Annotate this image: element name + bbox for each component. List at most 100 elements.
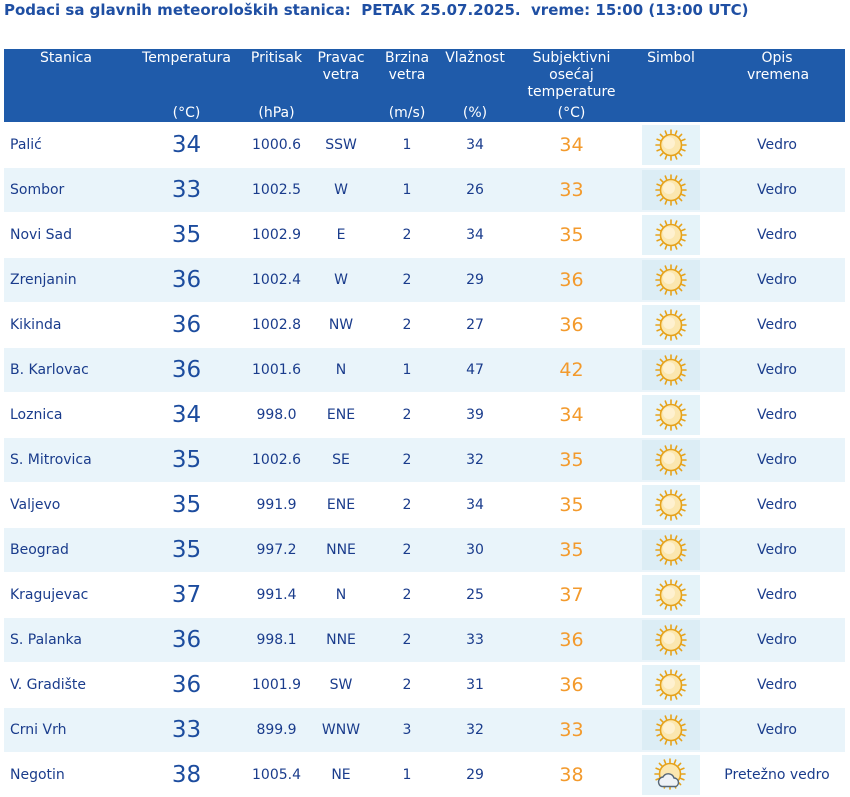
wind-direction-value: SW (308, 663, 374, 708)
temperature-value: 36 (128, 663, 245, 708)
page-title: Podaci sa glavnih meteoroloških stanica:… (4, 1, 748, 19)
feels-like-value: 36 (510, 663, 633, 708)
weather-description: Vedro (709, 303, 845, 348)
pressure-value: 998.0 (245, 393, 308, 438)
feels-like-value: 34 (510, 393, 633, 438)
pressure-value: 991.9 (245, 483, 308, 528)
header-wind-speed: Brzina vetra(m/s) (374, 49, 440, 123)
sun-icon (642, 395, 700, 435)
feels-like-value: 36 (510, 618, 633, 663)
wind-direction-value: NNE (308, 528, 374, 573)
weather-description: Pretežno vedro (709, 753, 845, 797)
weather-description: Vedro (709, 438, 845, 483)
wind-speed-value: 1 (374, 348, 440, 393)
pressure-value: 998.1 (245, 618, 308, 663)
humidity-value: 32 (440, 708, 510, 753)
pressure-value: 1005.4 (245, 753, 308, 797)
station-name: Kikinda (4, 303, 128, 348)
feels-like-value: 36 (510, 258, 633, 303)
temperature-value: 35 (128, 438, 245, 483)
wind-direction-value: NW (308, 303, 374, 348)
sun-cloud-icon (642, 755, 700, 795)
feels-like-value: 42 (510, 348, 633, 393)
table-row: Sombor 33 1002.5 W 1 26 33 Vedro (4, 168, 845, 213)
sun-icon (642, 620, 700, 660)
wind-speed-value: 2 (374, 438, 440, 483)
table-header-row: Stanica Temperatura(°C) Pritisak(hPa) Pr… (4, 49, 845, 123)
header-wind-direction: Pravac vetra (308, 49, 374, 123)
feels-like-value: 35 (510, 213, 633, 258)
humidity-value: 27 (440, 303, 510, 348)
table-row: Crni Vrh 33 899.9 WNW 3 32 33 Vedro (4, 708, 845, 753)
humidity-value: 26 (440, 168, 510, 213)
station-name: B. Karlovac (4, 348, 128, 393)
header-temperature: Temperatura(°C) (128, 49, 245, 123)
weather-description: Vedro (709, 258, 845, 303)
header-description: Opis vremena (709, 49, 845, 123)
weather-description: Vedro (709, 123, 845, 168)
pressure-value: 1001.6 (245, 348, 308, 393)
table-row: Zrenjanin 36 1002.4 W 2 29 36 Vedro (4, 258, 845, 303)
wind-direction-value: NNE (308, 618, 374, 663)
wind-direction-value: W (308, 168, 374, 213)
humidity-value: 29 (440, 753, 510, 797)
pressure-value: 1002.6 (245, 438, 308, 483)
temperature-value: 35 (128, 528, 245, 573)
temperature-value: 33 (128, 168, 245, 213)
wind-speed-value: 3 (374, 708, 440, 753)
table-row: Beograd 35 997.2 NNE 2 30 35 Vedro (4, 528, 845, 573)
station-name: S. Mitrovica (4, 438, 128, 483)
feels-like-value: 36 (510, 303, 633, 348)
feels-like-value: 35 (510, 483, 633, 528)
weather-description: Vedro (709, 618, 845, 663)
wind-direction-value: E (308, 213, 374, 258)
temperature-value: 36 (128, 303, 245, 348)
table-row: Kragujevac 37 991.4 N 2 25 37 Vedro (4, 573, 845, 618)
station-name: Valjevo (4, 483, 128, 528)
sun-icon (642, 125, 700, 165)
wind-direction-value: SE (308, 438, 374, 483)
wind-direction-value: NE (308, 753, 374, 797)
header-symbol: Simbol (633, 49, 709, 123)
wind-direction-value: ENE (308, 393, 374, 438)
weather-description: Vedro (709, 393, 845, 438)
weather-table: Stanica Temperatura(°C) Pritisak(hPa) Pr… (4, 49, 845, 797)
temperature-value: 35 (128, 483, 245, 528)
pressure-value: 1002.5 (245, 168, 308, 213)
pressure-value: 1000.6 (245, 123, 308, 168)
wind-speed-value: 2 (374, 528, 440, 573)
header-station: Stanica (4, 49, 128, 123)
humidity-value: 32 (440, 438, 510, 483)
pressure-value: 991.4 (245, 573, 308, 618)
sun-icon (642, 170, 700, 210)
temperature-value: 38 (128, 753, 245, 797)
temperature-value: 34 (128, 393, 245, 438)
weather-description: Vedro (709, 348, 845, 393)
humidity-value: 39 (440, 393, 510, 438)
wind-direction-value: N (308, 348, 374, 393)
station-name: Negotin (4, 753, 128, 797)
station-name: Sombor (4, 168, 128, 213)
header-humidity: Vlažnost(%) (440, 49, 510, 123)
temperature-value: 34 (128, 123, 245, 168)
feels-like-value: 35 (510, 528, 633, 573)
sun-icon (642, 260, 700, 300)
humidity-value: 29 (440, 258, 510, 303)
wind-speed-value: 2 (374, 258, 440, 303)
wind-speed-value: 2 (374, 663, 440, 708)
humidity-value: 30 (440, 528, 510, 573)
wind-speed-value: 2 (374, 618, 440, 663)
station-name: Crni Vrh (4, 708, 128, 753)
temperature-value: 36 (128, 258, 245, 303)
wind-direction-value: N (308, 573, 374, 618)
sun-icon (642, 305, 700, 345)
humidity-value: 34 (440, 213, 510, 258)
feels-like-value: 35 (510, 438, 633, 483)
station-name: Loznica (4, 393, 128, 438)
wind-direction-value: SSW (308, 123, 374, 168)
station-name: Zrenjanin (4, 258, 128, 303)
wind-speed-value: 1 (374, 168, 440, 213)
pressure-value: 997.2 (245, 528, 308, 573)
humidity-value: 47 (440, 348, 510, 393)
station-name: V. Gradište (4, 663, 128, 708)
